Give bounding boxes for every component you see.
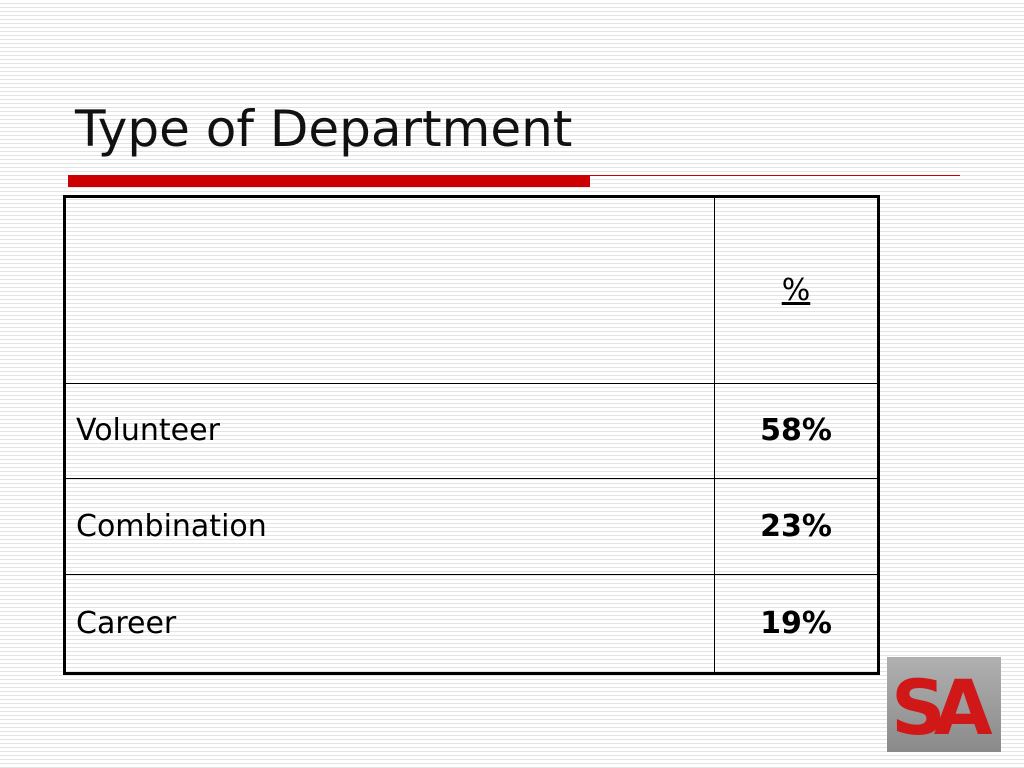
table-row: Combination 23%	[64, 478, 879, 576]
row-value: 23%	[714, 478, 879, 576]
header-cell: %	[714, 196, 879, 384]
table-body: Volunteer 58% Combination 23% Career 19%	[64, 382, 879, 674]
logo-text: SA	[891, 663, 993, 752]
table-row: Volunteer 58%	[64, 382, 879, 480]
logo: SA	[887, 657, 1001, 752]
row-label: Combination	[64, 478, 715, 576]
slide-title: Type of Department	[75, 100, 573, 158]
row-value: 58%	[714, 382, 879, 480]
title-rule-thin	[590, 175, 960, 176]
row-label: Career	[64, 574, 715, 674]
table-row: Career 19%	[64, 574, 879, 674]
data-table: % Volunteer 58% Combination 23% Career 19%	[63, 195, 880, 675]
row-value: 19%	[714, 574, 879, 674]
header-row: %	[64, 196, 879, 384]
row-label: Volunteer	[64, 382, 715, 480]
header-cell	[64, 196, 715, 384]
title-rule	[68, 175, 590, 187]
